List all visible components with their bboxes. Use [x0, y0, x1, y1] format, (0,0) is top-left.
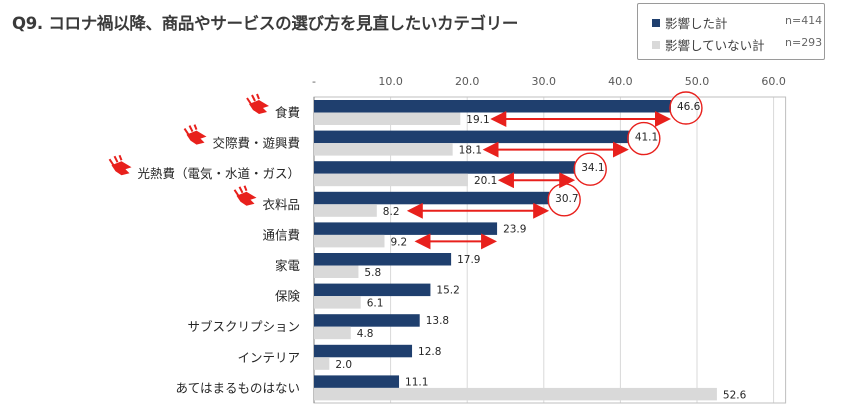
data-label-unaffected: 2.0: [335, 359, 352, 371]
bar-unaffected: [314, 387, 717, 401]
data-label-unaffected: 52.6: [723, 389, 747, 401]
highlight-circle: [669, 91, 703, 125]
bar-affected: [314, 222, 498, 235]
bar-unaffected: [314, 357, 330, 370]
data-label-unaffected: 20.1: [474, 175, 497, 187]
data-label-unaffected: 8.2: [383, 206, 400, 218]
data-label-affected: 46.6: [677, 101, 701, 113]
category-label: 通信費: [262, 227, 300, 242]
bar-affected: [314, 191, 550, 205]
bar-affected: [314, 344, 413, 358]
bar-affected: [314, 375, 400, 388]
x-tick-label: -: [312, 75, 316, 88]
highlight-circle: [627, 121, 661, 156]
data-label-unaffected: 5.8: [364, 267, 381, 279]
bar-affected: [314, 100, 671, 113]
x-tick-label: 30.0: [532, 75, 557, 88]
highlight-circle: [573, 152, 607, 186]
bar-unaffected: [314, 204, 377, 217]
pointing-hand-icon: [233, 185, 257, 206]
bar-affected: [314, 253, 452, 266]
pointing-hand-icon: [183, 124, 207, 145]
bar-unaffected: [314, 173, 468, 187]
data-label-affected: 12.8: [418, 346, 441, 358]
legend-n: n=293: [785, 36, 823, 49]
data-label-unaffected: 19.1: [466, 114, 489, 126]
legend-item-affected: 影響した計 n=414: [652, 13, 822, 32]
legend-label: 影響した計: [665, 16, 728, 31]
bar-affected: [314, 314, 420, 327]
x-tick-label: 40.0: [608, 75, 633, 88]
chart-title: Q9. コロナ禍以降、商品やサービスの選び方を見直したいカテゴリー: [12, 14, 519, 33]
legend-swatch-unaffected: [652, 41, 660, 49]
data-label-affected: 34.1: [581, 162, 604, 174]
bar-unaffected: [314, 326, 351, 340]
data-label-unaffected: 9.2: [390, 236, 407, 248]
data-label-unaffected: 6.1: [367, 298, 384, 310]
category-label: 食費: [275, 105, 300, 120]
data-label-affected: 41.1: [635, 132, 658, 144]
pointing-hand-icon: [246, 93, 269, 114]
bar-unaffected: [314, 143, 453, 156]
bar-affected: [314, 130, 629, 144]
category-label: 交際費・遊興費: [212, 136, 300, 151]
data-label-unaffected: 4.8: [357, 328, 374, 340]
category-label: あてはまるものはない: [175, 380, 300, 395]
legend-swatch-affected: [652, 19, 660, 27]
category-label: 光熱費（電気・水道・ガス）: [137, 166, 300, 181]
legend-n: n=414: [785, 14, 823, 27]
data-label-affected: 17.9: [457, 254, 480, 266]
x-tick-label: 20.0: [455, 75, 480, 88]
x-tick-label: 60.0: [761, 75, 786, 88]
category-label: 保険: [275, 289, 301, 304]
bar-affected: [314, 283, 431, 297]
data-label-affected: 23.9: [503, 223, 526, 235]
bar-unaffected: [314, 234, 385, 248]
x-tick-label: 50.0: [685, 75, 710, 88]
category-label: インテリア: [237, 350, 300, 365]
highlight-circle: [547, 183, 581, 217]
legend-item-unaffected: 影響していない計 n=293: [652, 35, 822, 54]
x-tick-label: 10.0: [378, 75, 403, 88]
category-label: サブスクリプション: [187, 319, 300, 334]
category-label: 衣料品: [262, 197, 300, 212]
pointing-hand-icon: [108, 154, 132, 176]
bar-affected: [314, 161, 576, 174]
bar-unaffected: [314, 296, 361, 309]
data-label-affected: 11.1: [405, 376, 428, 388]
data-label-affected: 13.8: [426, 315, 449, 327]
category-label: 家電: [275, 258, 301, 273]
bar-unaffected: [314, 112, 461, 125]
legend: 影響した計 n=414 影響していない計 n=293: [637, 3, 825, 60]
data-label-affected: 15.2: [436, 285, 459, 297]
data-label-affected: 30.7: [555, 193, 578, 205]
bar-unaffected: [314, 265, 359, 278]
legend-label: 影響していない計: [665, 38, 765, 53]
data-label-unaffected: 18.1: [459, 145, 482, 157]
